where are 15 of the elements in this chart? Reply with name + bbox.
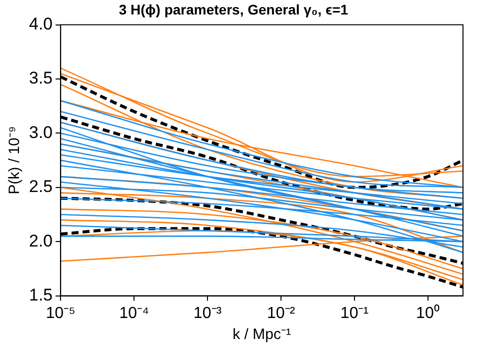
x-tick-label: 10⁻¹ bbox=[340, 304, 369, 322]
x-tick-label: 10⁻⁴ bbox=[119, 304, 150, 322]
y-tick-label: 2.5 bbox=[28, 177, 53, 196]
x-tick-label: 10⁻³ bbox=[193, 304, 222, 322]
y-tick-label: 4.0 bbox=[28, 14, 53, 34]
x-tick-label: 10⁰ bbox=[416, 304, 440, 322]
y-tick-label: 3.0 bbox=[28, 122, 53, 142]
y-tick-label: 2.0 bbox=[28, 231, 53, 250]
y-axis-title: P(k) / 10⁻⁹ bbox=[6, 126, 24, 194]
y-tick-label: 1.5 bbox=[28, 285, 53, 304]
x-tick-label: 10⁻⁵ bbox=[46, 304, 76, 322]
chart-title: 3 H(ϕ) parameters, General γ₀, ϵ=1 bbox=[118, 1, 348, 18]
y-tick-label: 3.5 bbox=[28, 68, 53, 88]
x-axis-title: k / Mpc⁻¹ bbox=[232, 326, 291, 344]
x-tick-label: 10⁻² bbox=[266, 304, 296, 322]
